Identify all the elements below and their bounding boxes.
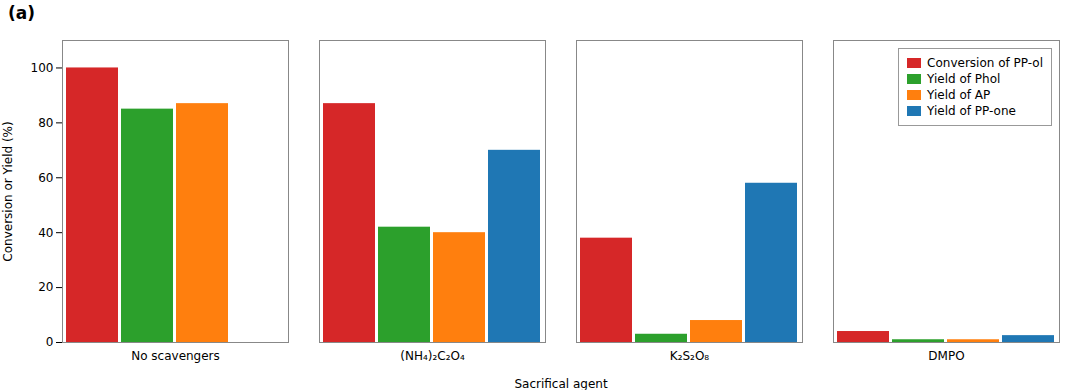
svg-text:60: 60 (38, 171, 53, 185)
svg-text:100: 100 (31, 61, 54, 75)
html-text:Yield of Phol: Yield of Phol (927, 72, 1001, 86)
html-text:Conversion of PP-ol: Conversion of PP-ol (927, 56, 1043, 70)
svg-text:(NH₄)₂C₂O₄: (NH₄)₂C₂O₄ (400, 349, 465, 363)
svg-text:No scavengers: No scavengers (131, 349, 220, 363)
html-text:Yield of AP: Yield of AP (927, 88, 991, 102)
svg-text:80: 80 (38, 116, 53, 130)
svg-text:Sacrifical agent: Sacrifical agent (514, 377, 607, 390)
html-text:Yield of PP-one: Yield of PP-one (927, 104, 1016, 118)
svg-text:0: 0 (46, 335, 54, 349)
html-text:(a): (a) (8, 3, 35, 23)
svg-text:20: 20 (38, 280, 53, 294)
svg-text:DMPO: DMPO (928, 349, 964, 363)
svg-text:Conversion or Yield (%): Conversion or Yield (%) (1, 121, 15, 261)
svg-text:K₂S₂O₈: K₂S₂O₈ (670, 349, 710, 363)
svg-text:40: 40 (38, 226, 53, 240)
